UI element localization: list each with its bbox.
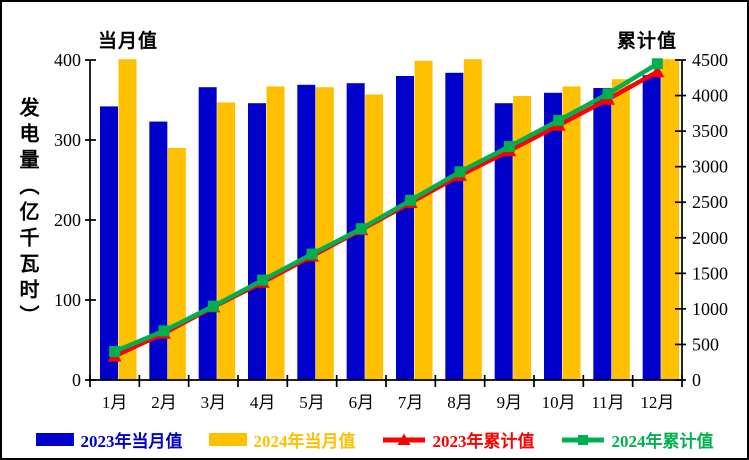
- x-tick-label: 5月: [299, 393, 325, 412]
- bar-2023年当月值-9月: [494, 103, 513, 380]
- legend-label: 2023年累计值: [432, 432, 535, 451]
- marker-square-11月: [602, 88, 614, 100]
- left-tick-label: 200: [54, 210, 81, 230]
- bar-2023年当月值-2月: [149, 121, 168, 380]
- marker-square-12月: [651, 58, 663, 70]
- legend-item-2024年当月值: 2024年当月值: [208, 427, 356, 452]
- marker-square-5月: [306, 248, 318, 260]
- x-tick-label: 7月: [398, 393, 424, 412]
- legend-label: 2023年当月值: [80, 432, 183, 451]
- bar-2024年当月值-9月: [513, 96, 532, 380]
- marker-square-8月: [454, 166, 466, 178]
- right-tick-label: 500: [692, 334, 719, 354]
- legend-line-icon-2024年累计值: [561, 434, 604, 445]
- right-tick-label: 3000: [692, 157, 728, 177]
- legend-item-2023年累计值: 2023年累计值: [382, 427, 535, 452]
- bar-2023年当月值-7月: [396, 76, 414, 380]
- legend-swatch-2024年当月值: [208, 433, 247, 446]
- marker-triangle-12月: [650, 64, 665, 78]
- bar-2024年当月值-1月: [118, 59, 137, 380]
- bar-2024年当月值-10月: [562, 86, 581, 381]
- line-2024年累计值: [113, 61, 659, 354]
- x-tick-label: 6月: [349, 393, 375, 412]
- right-axis-title: 累计值: [616, 31, 677, 52]
- legend-item-2023年当月值: 2023年当月值: [35, 427, 183, 452]
- y-axis-label: 发电量（亿千瓦时）: [16, 97, 38, 331]
- left-axis-title: 当月值: [98, 31, 159, 52]
- right-tick-label: 0: [692, 370, 701, 390]
- x-tick-label: 9月: [497, 393, 523, 412]
- right-tick-label: 1500: [692, 263, 728, 283]
- x-tick-label: 8月: [447, 393, 473, 412]
- marker-square-10月: [553, 114, 565, 126]
- bar-2024年当月值-4月: [266, 86, 285, 381]
- bar-2024年当月值-7月: [414, 60, 433, 381]
- bar-2024年当月值-2月: [167, 148, 186, 380]
- marker-square-2月: [158, 325, 170, 337]
- bar-2024年当月值-12月: [661, 59, 680, 380]
- legend: 2023年当月值 2024年当月值 2023年累计值 2024年累计值: [2, 427, 747, 452]
- marker-square-1月: [109, 345, 121, 357]
- left-tick-label: 400: [54, 50, 81, 70]
- legend-label: 2024年当月值: [253, 432, 356, 451]
- bar-2024年当月值-8月: [463, 59, 482, 380]
- bar-2023年当月值-3月: [198, 87, 217, 380]
- bar-2023年当月值-1月: [100, 106, 118, 381]
- marker-square-6月: [355, 223, 367, 235]
- bar-2024年当月值-3月: [217, 102, 236, 381]
- right-tick-label: 1000: [692, 299, 728, 319]
- legend-item-2024年累计值: 2024年累计值: [561, 427, 714, 452]
- bar-2023年当月值-4月: [248, 103, 266, 380]
- right-tick-label: 2500: [692, 192, 728, 212]
- bar-2024年当月值-6月: [365, 94, 384, 381]
- left-tick-label: 300: [54, 130, 81, 150]
- x-tick-label: 10月: [542, 393, 576, 412]
- x-tick-label: 4月: [250, 393, 276, 412]
- legend-swatch-2023年当月值: [35, 433, 74, 446]
- x-tick-label: 1月: [102, 393, 128, 412]
- marker-square-7月: [405, 194, 417, 206]
- bar-2023年当月值-8月: [445, 72, 464, 381]
- bar-2024年当月值-11月: [611, 79, 630, 380]
- bar-2023年当月值-5月: [297, 84, 316, 381]
- right-tick-label: 3500: [692, 121, 728, 141]
- right-tick-label: 4500: [692, 50, 728, 70]
- right-tick-label: 2000: [692, 228, 728, 248]
- left-tick-label: 100: [54, 290, 81, 310]
- bar-2024年当月值-5月: [315, 87, 334, 380]
- bar-2023年当月值-10月: [544, 92, 562, 381]
- bar-2023年当月值-11月: [593, 88, 612, 380]
- right-tick-label: 4000: [692, 86, 728, 106]
- left-tick-label: 0: [72, 370, 81, 390]
- legend-line-icon-2023年累计值: [382, 433, 425, 445]
- x-tick-label: 3月: [201, 393, 227, 412]
- x-tick-label: 12月: [640, 393, 674, 412]
- marker-square-9月: [503, 141, 515, 153]
- x-tick-label: 2月: [151, 393, 177, 412]
- x-tick-label: 11月: [591, 393, 624, 412]
- marker-square-3月: [207, 300, 219, 312]
- bar-2023年当月值-12月: [642, 75, 661, 380]
- legend-label: 2024年累计值: [611, 432, 714, 451]
- marker-square-4月: [257, 274, 269, 286]
